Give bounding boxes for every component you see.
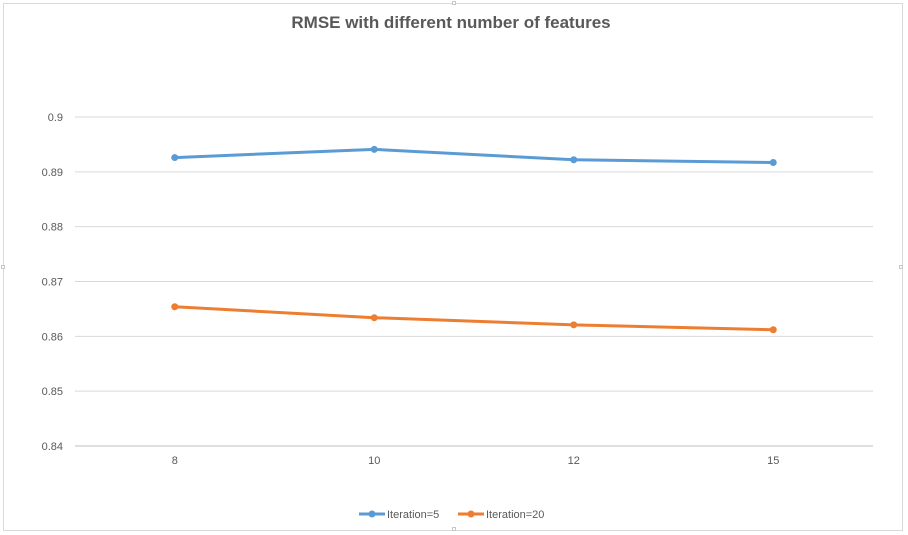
data-point[interactable]	[769, 326, 777, 334]
y-tick-label: 0.89	[42, 167, 63, 179]
legend[interactable]: Iteration=5 Iteration=20	[359, 509, 544, 521]
data-point[interactable]	[171, 303, 179, 311]
resize-handle-right[interactable]	[899, 265, 903, 269]
legend-point-marker	[467, 510, 475, 518]
data-point[interactable]	[570, 321, 578, 329]
x-tick-label: 8	[172, 455, 178, 467]
legend-label: Iteration=20	[486, 509, 544, 521]
y-tick-label: 0.88	[42, 222, 63, 234]
series-line[interactable]	[173, 305, 775, 332]
legend-entry[interactable]: Iteration=5	[359, 509, 439, 521]
y-tick-label: 0.9	[48, 112, 63, 124]
x-tick-label: 15	[767, 455, 779, 467]
y-tick-label: 0.86	[42, 331, 63, 343]
x-tick-label: 10	[368, 455, 380, 467]
x-axis-tick-labels: 8 10 12 15	[172, 455, 780, 467]
data-point[interactable]	[370, 314, 378, 322]
y-tick-label: 0.84	[42, 441, 63, 453]
resize-handle-top[interactable]	[452, 1, 456, 5]
series-line[interactable]	[173, 147, 775, 165]
data-point[interactable]	[171, 154, 179, 162]
y-axis-tick-labels: 0.84 0.85 0.86 0.87 0.88 0.89 0.9	[42, 112, 63, 453]
legend-entry[interactable]: Iteration=20	[458, 509, 544, 521]
series-1[interactable]	[171, 145, 777, 167]
y-tick-label: 0.85	[42, 386, 63, 398]
plot-series	[171, 145, 777, 334]
legend-label: Iteration=5	[387, 509, 439, 521]
resize-handle-left[interactable]	[1, 265, 5, 269]
y-tick-label: 0.87	[42, 277, 63, 289]
data-point[interactable]	[769, 159, 777, 167]
chart-title: RMSE with different number of features	[291, 13, 610, 32]
data-point[interactable]	[370, 145, 378, 153]
resize-handle-bottom[interactable]	[452, 527, 456, 531]
series-2[interactable]	[171, 303, 777, 334]
data-point[interactable]	[570, 156, 578, 164]
x-tick-label: 12	[568, 455, 580, 467]
legend-point-marker	[368, 510, 376, 518]
gridlines	[75, 116, 873, 447]
